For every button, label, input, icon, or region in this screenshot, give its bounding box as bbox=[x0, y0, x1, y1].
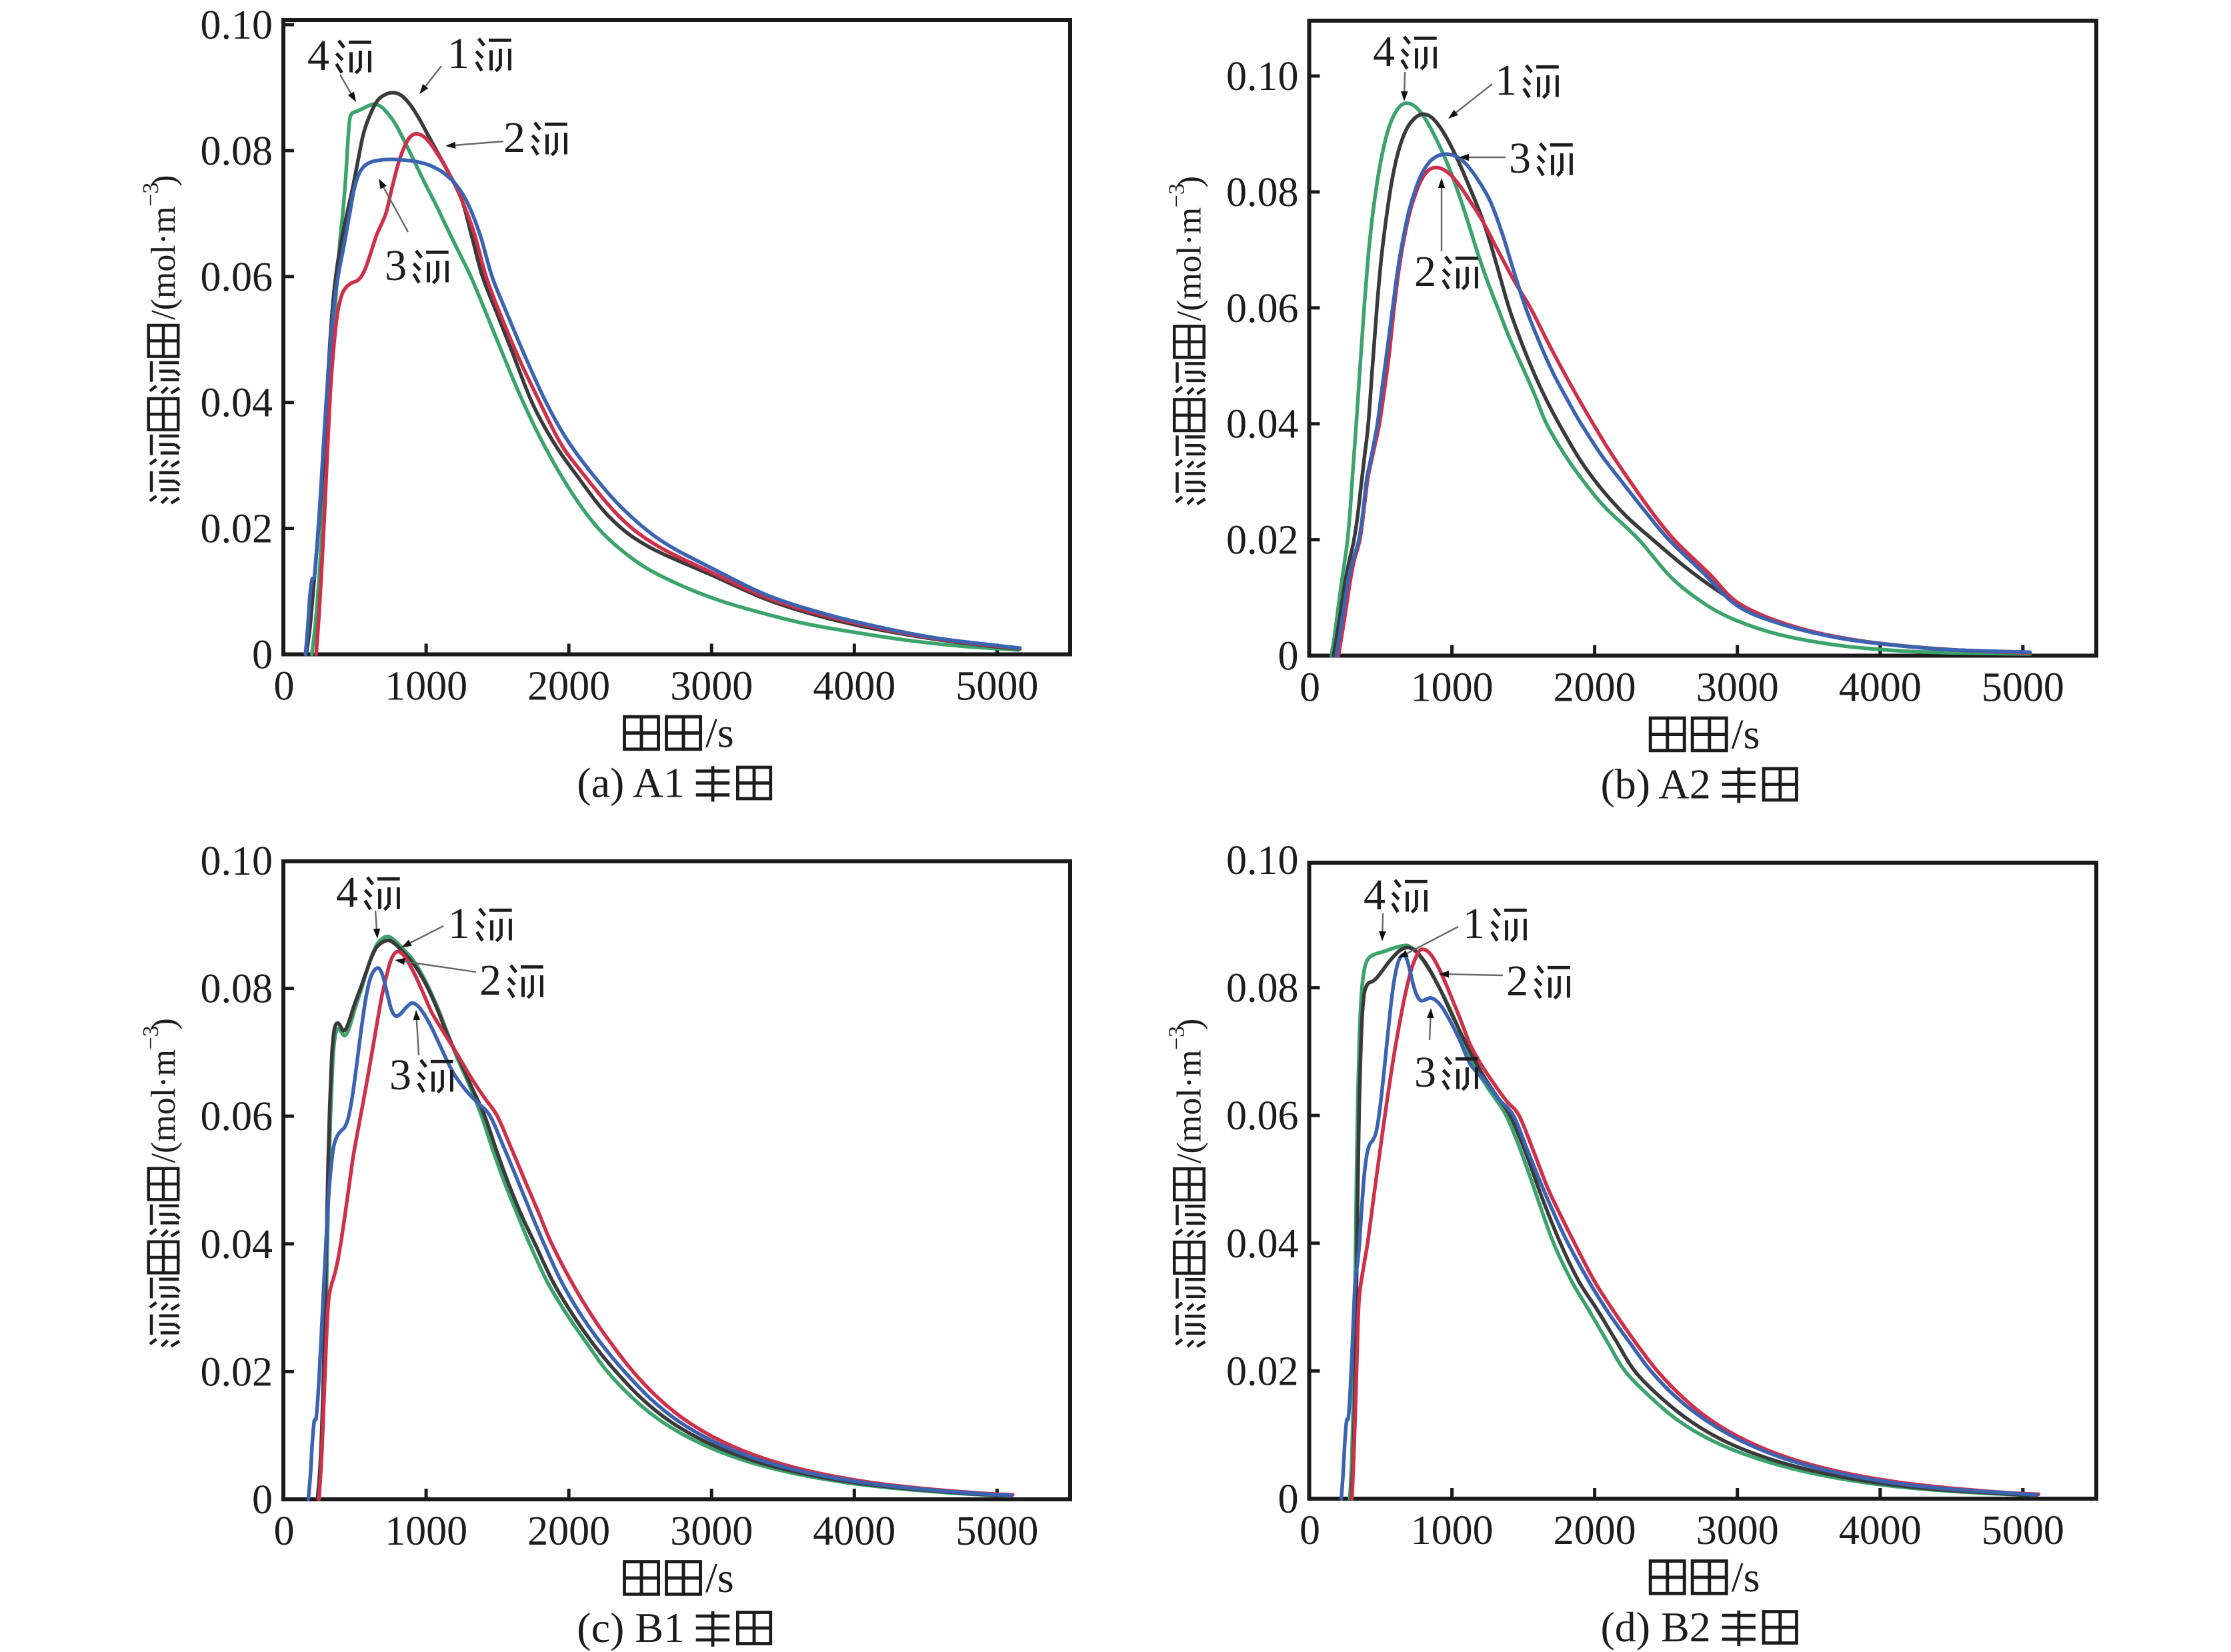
svg-text:): ) bbox=[145, 175, 183, 186]
svg-text:2000: 2000 bbox=[1554, 665, 1636, 711]
svg-text:0.06: 0.06 bbox=[201, 1094, 273, 1139]
svg-text:0.04: 0.04 bbox=[201, 381, 273, 426]
svg-text:0.04: 0.04 bbox=[1226, 402, 1299, 447]
svg-text:5000: 5000 bbox=[1982, 1508, 2064, 1553]
svg-text:3000: 3000 bbox=[1696, 665, 1779, 711]
svg-text:): ) bbox=[145, 1018, 183, 1029]
svg-text:4000: 4000 bbox=[813, 664, 895, 709]
svg-text:0.02: 0.02 bbox=[201, 1349, 273, 1395]
svg-text:0.02: 0.02 bbox=[1226, 1349, 1299, 1394]
svg-text:/(mol·m: /(mol·m bbox=[1171, 1050, 1209, 1163]
svg-text:0.10: 0.10 bbox=[201, 3, 273, 48]
svg-text:3000: 3000 bbox=[1696, 1508, 1779, 1553]
svg-text:1: 1 bbox=[447, 29, 469, 78]
svg-text:0.08: 0.08 bbox=[1226, 170, 1299, 215]
svg-text:0.10: 0.10 bbox=[1226, 54, 1299, 99]
svg-text:4000: 4000 bbox=[1839, 1508, 1922, 1553]
svg-text:(b) A2: (b) A2 bbox=[1600, 761, 1710, 808]
svg-text:2: 2 bbox=[479, 956, 501, 1005]
svg-text:4: 4 bbox=[336, 868, 358, 917]
svg-text:1: 1 bbox=[448, 899, 470, 948]
svg-text:0: 0 bbox=[1278, 634, 1299, 679]
svg-text:5000: 5000 bbox=[1982, 665, 2064, 711]
svg-text:/s: /s bbox=[1732, 711, 1760, 758]
svg-text:0.02: 0.02 bbox=[1226, 518, 1299, 563]
svg-text:0.06: 0.06 bbox=[1226, 286, 1299, 331]
svg-text:/(mol·m: /(mol·m bbox=[145, 1049, 183, 1163]
svg-text:5000: 5000 bbox=[955, 1509, 1038, 1554]
svg-text:4000: 4000 bbox=[1839, 665, 1922, 711]
svg-text:2000: 2000 bbox=[527, 1509, 610, 1554]
svg-text:0.08: 0.08 bbox=[201, 967, 273, 1012]
svg-text:/s: /s bbox=[705, 1554, 734, 1601]
svg-text:2: 2 bbox=[503, 113, 525, 162]
svg-text:−3: −3 bbox=[1165, 1026, 1190, 1050]
svg-text:4: 4 bbox=[307, 31, 329, 80]
svg-text:0.10: 0.10 bbox=[201, 839, 273, 884]
svg-text:1000: 1000 bbox=[1411, 665, 1494, 711]
svg-text:1: 1 bbox=[1463, 899, 1485, 948]
svg-text:3000: 3000 bbox=[670, 1509, 753, 1554]
svg-text:0.08: 0.08 bbox=[201, 129, 273, 174]
svg-text:3: 3 bbox=[385, 241, 407, 290]
svg-text:0.06: 0.06 bbox=[201, 255, 273, 300]
svg-text:0.02: 0.02 bbox=[201, 507, 273, 552]
svg-text:3: 3 bbox=[389, 1051, 411, 1099]
svg-text:0.08: 0.08 bbox=[1226, 966, 1299, 1011]
svg-text:5000: 5000 bbox=[955, 664, 1038, 709]
svg-text:4000: 4000 bbox=[813, 1509, 895, 1554]
svg-text:−3: −3 bbox=[1165, 183, 1190, 207]
svg-text:0.04: 0.04 bbox=[1226, 1221, 1299, 1267]
svg-text:/s: /s bbox=[705, 709, 734, 757]
svg-text:−3: −3 bbox=[139, 183, 163, 207]
svg-text:1: 1 bbox=[1495, 56, 1517, 105]
svg-text:4: 4 bbox=[1364, 871, 1386, 919]
svg-text:4: 4 bbox=[1373, 27, 1395, 76]
svg-text:0: 0 bbox=[1278, 1477, 1299, 1522]
svg-text:2: 2 bbox=[1414, 247, 1436, 296]
svg-text:(c) B1: (c) B1 bbox=[577, 1604, 685, 1651]
svg-text:0.10: 0.10 bbox=[1226, 838, 1299, 883]
svg-text:−3: −3 bbox=[139, 1025, 163, 1049]
svg-text:3000: 3000 bbox=[670, 664, 753, 709]
svg-text:/(mol·m: /(mol·m bbox=[145, 206, 183, 319]
svg-text:): ) bbox=[1171, 1019, 1209, 1030]
svg-text:(d) B2: (d) B2 bbox=[1600, 1603, 1710, 1651]
svg-text:0: 0 bbox=[252, 1477, 273, 1523]
svg-text:2: 2 bbox=[1506, 957, 1528, 1005]
svg-text:0: 0 bbox=[252, 633, 273, 678]
svg-text:1000: 1000 bbox=[385, 664, 467, 709]
svg-text:0: 0 bbox=[274, 664, 295, 709]
svg-text:(a) A1: (a) A1 bbox=[577, 759, 685, 807]
svg-text:1000: 1000 bbox=[1411, 1508, 1494, 1553]
svg-text:/(mol·m: /(mol·m bbox=[1171, 207, 1209, 321]
svg-text:0: 0 bbox=[1300, 665, 1320, 711]
svg-text:0.04: 0.04 bbox=[201, 1222, 273, 1267]
svg-text:2000: 2000 bbox=[527, 664, 610, 709]
svg-text:): ) bbox=[1171, 176, 1209, 187]
svg-text:0: 0 bbox=[1300, 1508, 1320, 1553]
svg-text:1000: 1000 bbox=[385, 1509, 467, 1554]
svg-text:/s: /s bbox=[1732, 1553, 1760, 1601]
svg-text:0.06: 0.06 bbox=[1226, 1093, 1299, 1139]
svg-text:0: 0 bbox=[274, 1509, 295, 1554]
svg-text:3: 3 bbox=[1509, 134, 1531, 183]
svg-text:2000: 2000 bbox=[1554, 1508, 1636, 1553]
svg-text:3: 3 bbox=[1414, 1048, 1436, 1097]
